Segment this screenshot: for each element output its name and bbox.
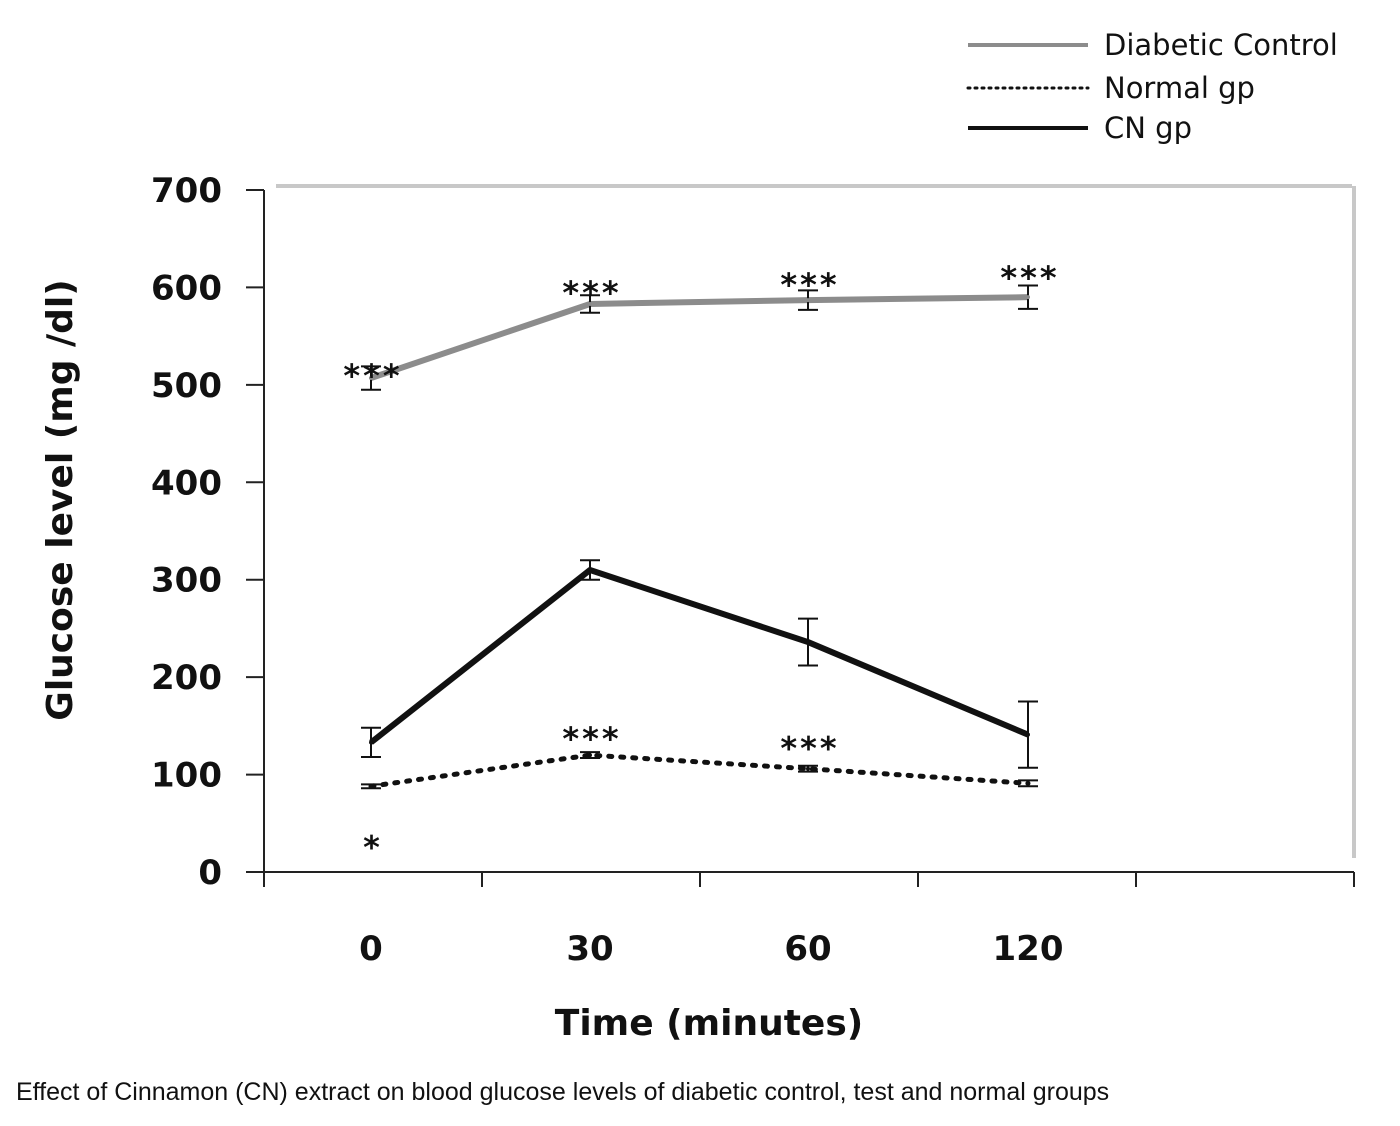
line-chart: 0 100 200 300 400 500 600 700 0 30 60 120 Time (minu… bbox=[40, 28, 1356, 1044]
x-tick-label: 30 bbox=[566, 929, 613, 969]
data-point-cn-gp bbox=[369, 740, 373, 745]
data-point-normal-gp bbox=[369, 784, 373, 789]
series-line-cn-gp bbox=[369, 566, 1030, 745]
data-point-normal-gp bbox=[806, 766, 810, 771]
y-tick-label: 300 bbox=[151, 561, 222, 601]
significance-annotation: *** bbox=[343, 357, 402, 395]
data-point-cn-gp bbox=[588, 567, 592, 572]
significance-annotation: *** bbox=[780, 730, 839, 768]
x-tick-label: 0 bbox=[359, 929, 383, 969]
significance-annotation: *** bbox=[780, 266, 839, 304]
series-line-diabetic-control bbox=[370, 294, 1029, 381]
y-tick-label: 500 bbox=[151, 366, 222, 406]
y-tick-label: 0 bbox=[198, 853, 222, 893]
data-point-cn-gp bbox=[1026, 732, 1030, 737]
legend-label: Normal gp bbox=[1104, 71, 1255, 105]
data-point-diabetic-control bbox=[806, 298, 810, 303]
y-tick-label: 700 bbox=[151, 171, 222, 211]
y-tick-label: 200 bbox=[151, 658, 222, 698]
data-point-diabetic-control bbox=[1026, 295, 1030, 300]
significance-annotation: *** bbox=[1000, 259, 1059, 297]
data-point-normal-gp bbox=[1026, 781, 1030, 786]
x-tick-label: 60 bbox=[784, 929, 831, 969]
figure-caption: Effect of Cinnamon (CN) extract on blood… bbox=[16, 1078, 1110, 1106]
data-point-normal-gp bbox=[588, 753, 592, 758]
y-tick-label: 400 bbox=[151, 463, 222, 503]
significance-annotation: * bbox=[363, 828, 383, 866]
y-axis-title: Glucose level (mg /dl) bbox=[40, 279, 81, 720]
significance-annotation: *** bbox=[562, 720, 621, 758]
legend-label: CN gp bbox=[1104, 111, 1192, 145]
y-tick-label: 100 bbox=[151, 756, 222, 796]
x-tick-label: 120 bbox=[993, 929, 1064, 969]
series-line-normal-gp bbox=[368, 752, 1031, 789]
data-point-diabetic-control bbox=[369, 376, 373, 381]
significance-annotation: *** bbox=[562, 274, 621, 312]
chart-container: 0 100 200 300 400 500 600 700 0 30 60 120 Time (minu… bbox=[40, 28, 1356, 1044]
x-axis-title: Time (minutes) bbox=[555, 1003, 863, 1044]
y-tick-label: 600 bbox=[151, 268, 222, 308]
data-point-cn-gp bbox=[806, 640, 810, 645]
data-point-diabetic-control bbox=[588, 301, 592, 306]
legend-label: Diabetic Control bbox=[1104, 28, 1338, 62]
